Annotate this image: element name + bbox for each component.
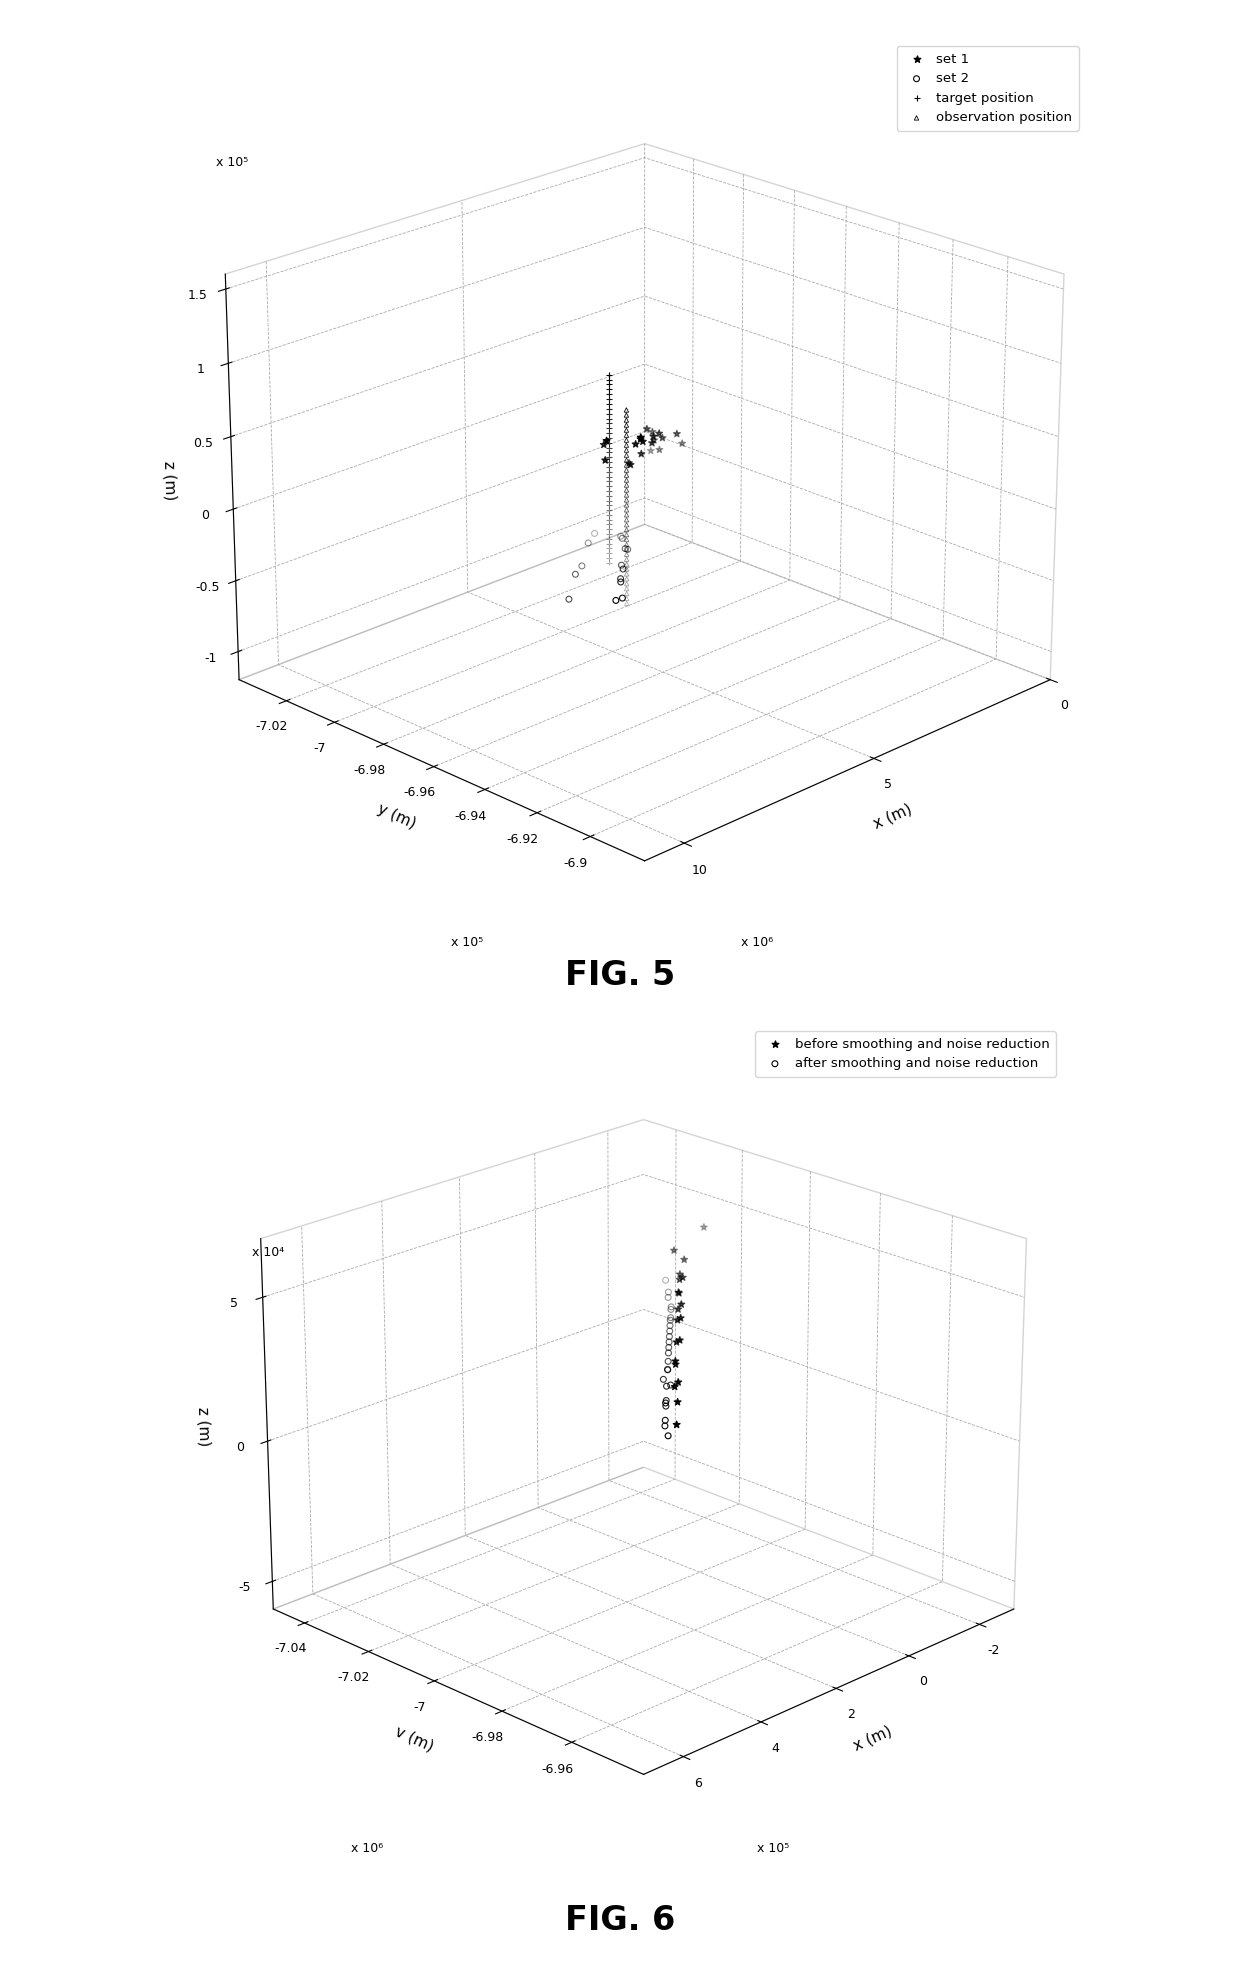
Text: FIG. 5: FIG. 5 (565, 959, 675, 991)
Text: x 10⁴: x 10⁴ (252, 1247, 284, 1259)
Text: x 10⁶: x 10⁶ (351, 1842, 383, 1856)
Text: x 10⁶: x 10⁶ (742, 936, 774, 950)
Y-axis label: v (m): v (m) (393, 1724, 435, 1753)
X-axis label: x (m): x (m) (870, 802, 914, 831)
Legend: set 1, set 2, target position, observation position: set 1, set 2, target position, observati… (897, 45, 1079, 130)
Text: FIG. 6: FIG. 6 (565, 1905, 675, 1937)
X-axis label: x (m): x (m) (852, 1724, 894, 1753)
Legend: before smoothing and noise reduction, after smoothing and noise reduction: before smoothing and noise reduction, af… (755, 1030, 1056, 1078)
Text: x 10⁵: x 10⁵ (756, 1842, 789, 1856)
Text: x 10⁵: x 10⁵ (451, 936, 484, 950)
Y-axis label: y (m): y (m) (376, 802, 418, 831)
Text: x 10⁵: x 10⁵ (216, 156, 248, 169)
